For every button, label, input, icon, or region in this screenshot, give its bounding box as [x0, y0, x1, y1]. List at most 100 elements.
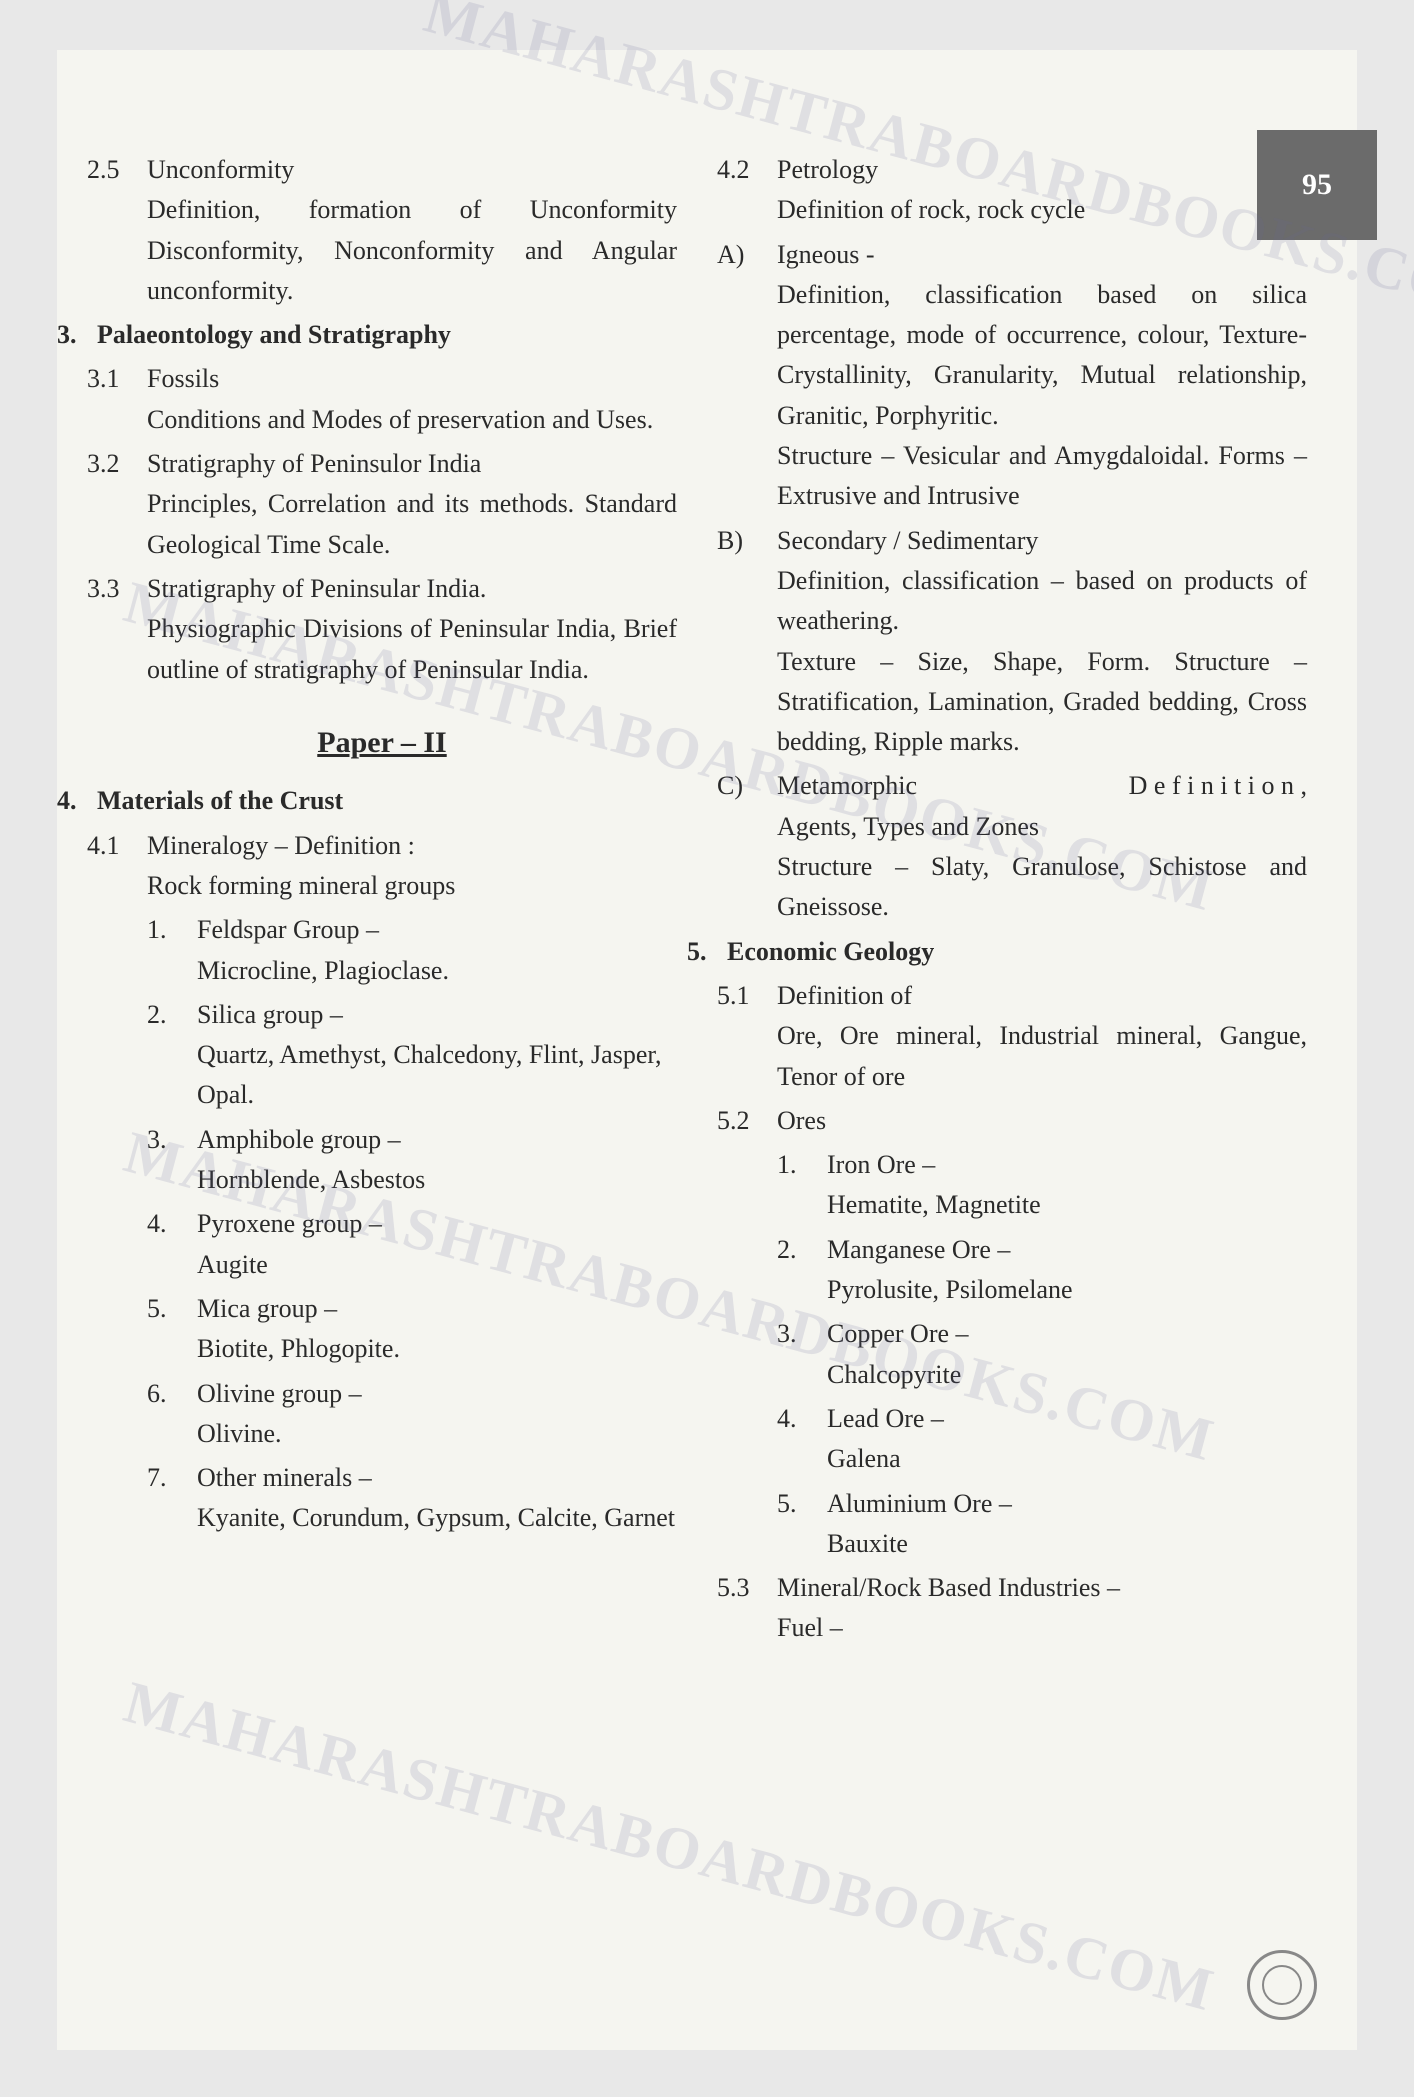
section-text: Igneous - Definition, classification bas…: [777, 235, 1307, 517]
list-text: Aluminium Ore –Bauxite: [827, 1484, 1307, 1565]
section-number: 3.1: [87, 359, 147, 440]
list-number: 3.: [147, 1120, 197, 1201]
section-body-text: Agents, Types and Zones: [777, 812, 1039, 841]
list-text: Other minerals –Kyanite, Corundum, Gypsu…: [197, 1458, 677, 1539]
section-5: 5. Economic Geology: [687, 932, 1307, 972]
section-text: Petrology Definition of rock, rock cycle: [777, 150, 1307, 231]
ore-item: 3.Copper Ore –Chalcopyrite: [777, 1314, 1307, 1395]
section-body-text: Definition, classification based on sili…: [777, 280, 1307, 430]
section-body-text: Ore, Ore mineral, Industrial mineral, Ga…: [777, 1021, 1307, 1090]
list-number: 2.: [147, 995, 197, 1116]
section-title-text: Ores: [777, 1101, 1307, 1141]
list-text: Mica group –Biotite, Phlogopite.: [197, 1289, 677, 1370]
watermark-text: MAHARASHTRABOARDBOOKS.COM: [114, 1656, 1225, 2037]
section-body-text: Conditions and Modes of preservation and…: [147, 405, 653, 434]
list-number: 1.: [147, 910, 197, 991]
section-text: Stratigraphy of Peninsular India. Physio…: [147, 569, 677, 690]
list-text: Olivine group –Olivine.: [197, 1374, 677, 1455]
section-text: Mineral/Rock Based Industries – Fuel –: [777, 1568, 1307, 1649]
mineral-item: 1.Feldspar Group –Microcline, Plagioclas…: [147, 910, 677, 991]
section-number: 4.: [57, 781, 97, 821]
section-title-text: D e f i n i t i o n ,: [1129, 766, 1307, 806]
section-title-text: Igneous -: [777, 240, 874, 269]
list-text: Lead Ore –Galena: [827, 1399, 1307, 1480]
section-5-1: 5.1 Definition of Ore, Ore mineral, Indu…: [717, 976, 1307, 1097]
list-number: 6.: [147, 1374, 197, 1455]
section-title-text: Metamorphic: [777, 766, 917, 806]
document-page: 95 MAHARASHTRABOARDBOOKS.COM MAHARASHTRA…: [57, 50, 1357, 2050]
section-text: Definition of Ore, Ore mineral, Industri…: [777, 976, 1307, 1097]
section-body-text: Principles, Correlation and its methods.…: [147, 489, 677, 558]
section-title-text: Palaeontology and Stratigraphy: [97, 315, 677, 355]
ores-list: 1.Iron Ore –Hematite, Magnetite2.Mangane…: [717, 1145, 1307, 1564]
seal-icon: [1247, 1950, 1317, 2020]
section-text: Stratigraphy of Peninsulor India Princip…: [147, 444, 677, 565]
list-number: 5.: [777, 1484, 827, 1565]
section-body-text: Structure – Slaty, Granulose, Schistose …: [777, 852, 1307, 921]
section-number: A): [717, 235, 777, 517]
page-number: 95: [1302, 162, 1332, 209]
section-text: Unconformity Definition, formation of Un…: [147, 150, 677, 311]
ore-item: 1.Iron Ore –Hematite, Magnetite: [777, 1145, 1307, 1226]
section-title-text: Mineralogy – Definition :: [147, 831, 415, 860]
petrology-a: A) Igneous - Definition, classification …: [717, 235, 1307, 517]
mineral-item: 7.Other minerals –Kyanite, Corundum, Gyp…: [147, 1458, 677, 1539]
section-4-2: 4.2 Petrology Definition of rock, rock c…: [717, 150, 1307, 231]
section-body-text: Structure – Vesicular and Amygdaloidal. …: [777, 441, 1307, 510]
ore-item: 4.Lead Ore –Galena: [777, 1399, 1307, 1480]
section-number: 5.2: [717, 1101, 777, 1141]
section-number: 4.1: [87, 826, 147, 907]
section-body-text: Physiographic Divisions of Peninsular In…: [147, 614, 677, 683]
section-number: 3.2: [87, 444, 147, 565]
list-number: 4.: [147, 1204, 197, 1285]
section-body-text: Fuel –: [777, 1613, 843, 1642]
section-text: Secondary / Sedimentary Definition, clas…: [777, 521, 1307, 763]
section-body-text: Definition, classification – based on pr…: [777, 566, 1307, 635]
page-number-tab: 95: [1257, 130, 1377, 240]
section-title-text: Fossils: [147, 364, 219, 393]
mineral-item: 6.Olivine group –Olivine.: [147, 1374, 677, 1455]
section-title-text: Stratigraphy of Peninsular India.: [147, 574, 486, 603]
section-5-2: 5.2 Ores: [717, 1101, 1307, 1141]
section-title-text: Materials of the Crust: [97, 781, 677, 821]
section-number: 2.5: [87, 150, 147, 311]
section-text: Mineralogy – Definition : Rock forming m…: [147, 826, 677, 907]
list-number: 5.: [147, 1289, 197, 1370]
right-column: 4.2 Petrology Definition of rock, rock c…: [717, 150, 1307, 1653]
section-title-text: Mineral/Rock Based Industries –: [777, 1573, 1120, 1602]
seal-inner-icon: [1262, 1965, 1302, 2005]
paper-title: Paper – II: [87, 720, 677, 767]
section-2-5: 2.5 Unconformity Definition, formation o…: [87, 150, 677, 311]
minerals-list: 1.Feldspar Group –Microcline, Plagioclas…: [87, 910, 677, 1538]
section-body-text: Definition, formation of Unconformity Di…: [147, 195, 677, 305]
list-text: Feldspar Group –Microcline, Plagioclase.: [197, 910, 677, 991]
section-number: 3.: [57, 315, 97, 355]
section-title-text: Secondary / Sedimentary: [777, 526, 1038, 555]
section-number: C): [717, 766, 777, 927]
section-3: 3. Palaeontology and Stratigraphy: [57, 315, 677, 355]
mineral-item: 5.Mica group –Biotite, Phlogopite.: [147, 1289, 677, 1370]
section-title-text: Unconformity: [147, 155, 294, 184]
list-text: Amphibole group –Hornblende, Asbestos: [197, 1120, 677, 1201]
section-title-text: Economic Geology: [727, 932, 1307, 972]
list-text: Copper Ore –Chalcopyrite: [827, 1314, 1307, 1395]
section-number: 5.: [687, 932, 727, 972]
section-body-text: Texture – Size, Shape, Form. Structure –…: [777, 647, 1307, 757]
section-number: 5.3: [717, 1568, 777, 1649]
list-text: Iron Ore –Hematite, Magnetite: [827, 1145, 1307, 1226]
section-body-text: Definition of rock, rock cycle: [777, 195, 1085, 224]
section-text: Metamorphic D e f i n i t i o n , Agents…: [777, 766, 1307, 927]
list-number: 1.: [777, 1145, 827, 1226]
list-text: Silica group –Quartz, Amethyst, Chalcedo…: [197, 995, 677, 1116]
section-5-3: 5.3 Mineral/Rock Based Industries – Fuel…: [717, 1568, 1307, 1649]
section-4: 4. Materials of the Crust: [57, 781, 677, 821]
content-columns: 2.5 Unconformity Definition, formation o…: [87, 150, 1307, 1653]
section-number: B): [717, 521, 777, 763]
section-number: 3.3: [87, 569, 147, 690]
ore-item: 2.Manganese Ore –Pyrolusite, Psilomelane: [777, 1230, 1307, 1311]
list-number: 3.: [777, 1314, 827, 1395]
mineral-item: 3.Amphibole group –Hornblende, Asbestos: [147, 1120, 677, 1201]
section-3-1: 3.1 Fossils Conditions and Modes of pres…: [87, 359, 677, 440]
list-text: Pyroxene group –Augite: [197, 1204, 677, 1285]
section-title-text: Stratigraphy of Peninsulor India: [147, 449, 481, 478]
